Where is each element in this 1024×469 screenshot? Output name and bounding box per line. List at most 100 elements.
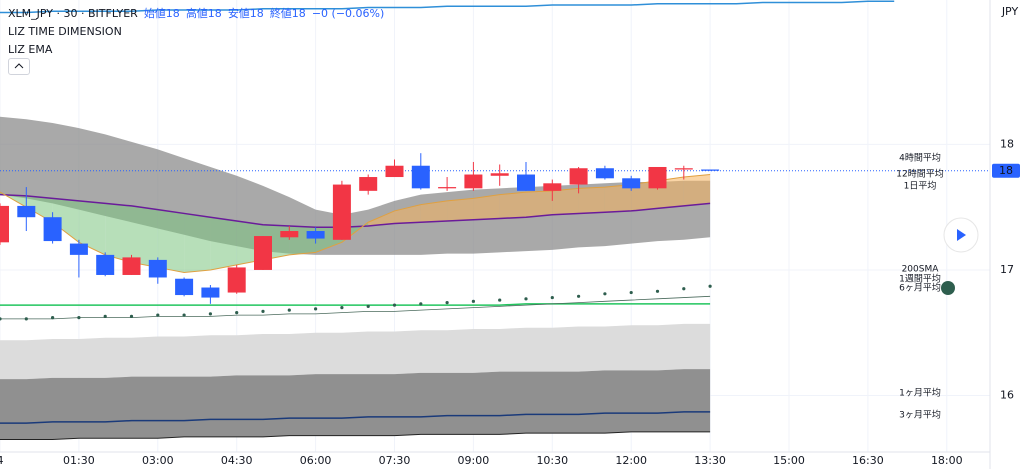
indicator-line [0, 303, 711, 306]
candle-body [227, 267, 246, 293]
indicator-name: LIZ EMA [8, 43, 53, 56]
indicator-dot [629, 290, 633, 295]
chevron-path[interactable] [14, 63, 24, 69]
indicator-dot [340, 306, 344, 310]
indicator-dot [445, 300, 449, 305]
candle-body [201, 287, 220, 298]
ema-fill [552, 188, 579, 215]
annotation: 4時間平均 [899, 152, 941, 164]
indicator-dot [235, 311, 239, 315]
ema-fill [578, 187, 605, 214]
ema-fill [157, 209, 185, 273]
candle-body [411, 165, 430, 189]
x-tick-label: 06:00 [300, 454, 332, 467]
candle-body [96, 254, 115, 275]
indicator-dot [392, 303, 397, 307]
play-button[interactable] [943, 217, 979, 253]
candle-body [359, 177, 378, 191]
ema-fill [420, 200, 448, 223]
indicator-dot [77, 316, 81, 320]
x-tick-label: 16:30 [852, 454, 884, 467]
candle-body [332, 184, 351, 240]
ema-fill [499, 192, 526, 219]
ema-fill [52, 198, 79, 243]
indicator-line [0, 174, 711, 273]
indicator-line [0, 411, 711, 424]
current-price-label: 18 [999, 164, 1013, 177]
ohlc-value: 安値18 [227, 7, 264, 20]
x-tick-label: 03:00 [142, 454, 174, 467]
x-tick-label: 12:00 [615, 454, 647, 467]
y-tick-label: 17 [1000, 263, 1014, 276]
candle-body [622, 178, 641, 189]
annotation: 6ヶ月平均 [899, 282, 941, 294]
ohlc-value: 始値18 [143, 7, 180, 20]
indicator-dot [708, 284, 712, 288]
candle-body [43, 217, 62, 242]
indicator-dot [498, 298, 502, 302]
candle-body [122, 257, 141, 275]
indicator-dot [366, 304, 370, 308]
ema-fill [289, 226, 316, 255]
axes: 16 17 18 4 01:30 03:00 04:30 06:00 07:30 09:00 10:… [0, 137, 1020, 467]
candle-body [438, 187, 457, 189]
ohlc-value: −0 (−0.06%) [311, 7, 385, 20]
candle-body [569, 168, 588, 185]
y-tick-label: 18 [1000, 137, 1014, 150]
candle-body [0, 205, 9, 243]
ema-fill [26, 195, 53, 223]
x-tick-label: 01:30 [63, 454, 95, 467]
indicator-dot [524, 297, 528, 301]
ema-fill [210, 217, 237, 270]
candle-body [280, 231, 299, 238]
candle-body [674, 168, 693, 170]
indicator-line [0, 0, 895, 14]
indicator-line [0, 193, 711, 229]
ohlc-value: 終値18 [269, 7, 306, 20]
indicator-line [0, 295, 711, 320]
candle-body [17, 205, 36, 218]
symbol-line: XLM_JPY · 30 · BITFLYER 始値18 高値18 安値18 終値18−… [8, 5, 384, 21]
collapse-button[interactable] [8, 58, 30, 75]
ema-fill [683, 174, 711, 206]
ema-fill [184, 213, 211, 273]
annotation: 1週間平均 [899, 273, 941, 285]
x-tick-label: 4 [0, 454, 4, 467]
ema-fill [473, 194, 500, 220]
indicator-dot [577, 294, 581, 298]
ema-fill [105, 203, 132, 263]
ohlc-legend: 始値18 高値18 安値18 終値18 −0 (−0.06%) [138, 7, 384, 20]
indicator-dot [603, 292, 607, 296]
band [0, 369, 711, 440]
candle-body [701, 169, 720, 171]
indicator-dot [314, 307, 318, 311]
indicator-line [0, 431, 711, 440]
candle-body [648, 166, 667, 189]
currency-label: JPY [1001, 5, 1019, 18]
candle-body [69, 243, 88, 255]
indicator-dot [471, 299, 475, 303]
band [0, 323, 711, 380]
chevron[interactable] [9, 59, 29, 74]
play-icon[interactable] [957, 229, 966, 241]
current-price-box [992, 163, 1020, 178]
ema-fill [604, 184, 632, 213]
x-tick-label: 15:00 [773, 454, 805, 467]
indicator-dot [287, 308, 291, 312]
annotation: 12時間平均 [896, 168, 943, 180]
candle-body [517, 174, 535, 191]
ema-fill [447, 198, 474, 221]
candle-body [148, 259, 167, 278]
indicator-dot [261, 309, 265, 313]
candle-body [385, 165, 404, 178]
indicator-dot [103, 314, 107, 318]
candle-body [595, 168, 614, 179]
marker [941, 281, 955, 295]
candle-body [175, 278, 194, 296]
indicator-dot [51, 316, 55, 320]
indicator-dot [655, 289, 660, 293]
indicator-dot [129, 314, 134, 318]
